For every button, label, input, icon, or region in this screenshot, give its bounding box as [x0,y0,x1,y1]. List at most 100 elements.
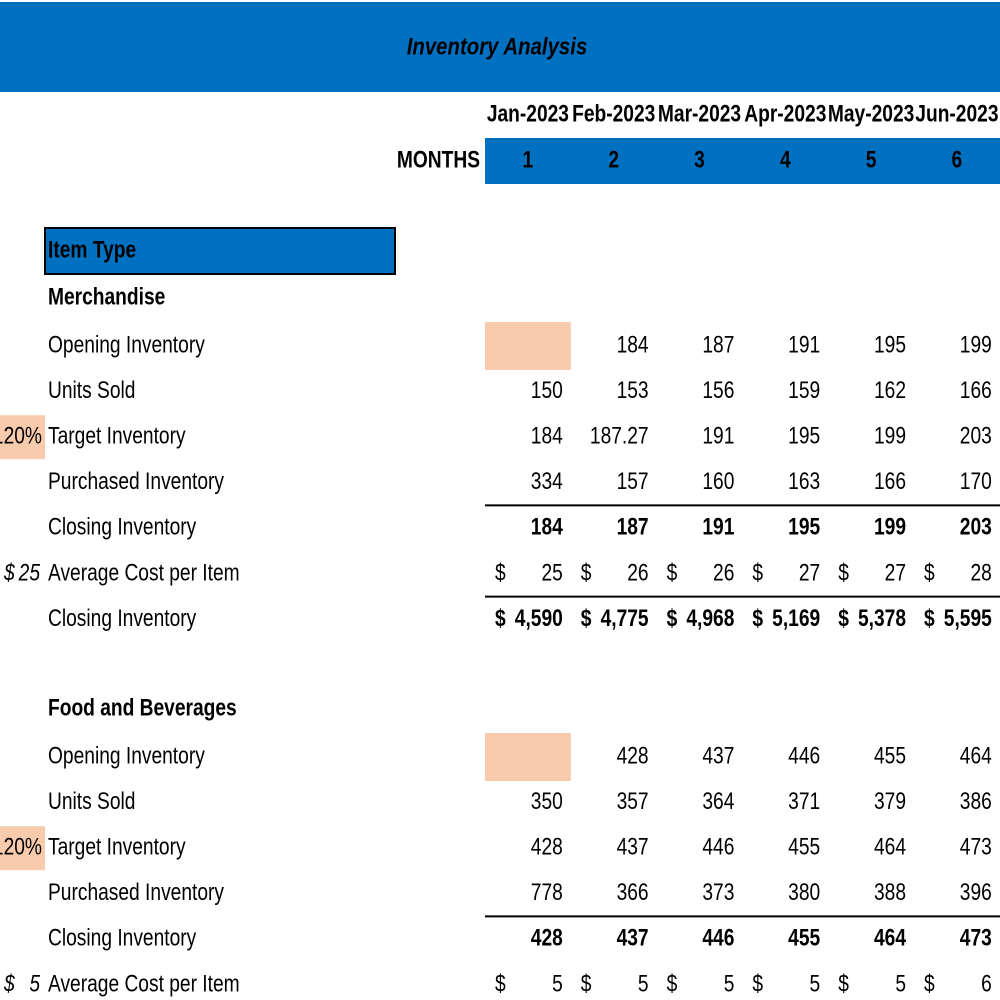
cell-value: 195 [788,421,820,449]
row-label: Units Sold [48,787,135,815]
cell-value: 156 [702,376,734,404]
row-label: Opening Inventory [48,741,205,769]
section-title: Food and Beverages [48,693,237,721]
cell-value: 5,595 [944,604,992,632]
cell-value: 199 [960,330,992,358]
cell-value: 184 [531,513,563,541]
cell-value: 166 [960,376,992,404]
cell-value: 5,169 [772,604,820,632]
cell-value: 334 [531,467,563,495]
side-value: 120% [0,832,42,860]
cell-value: 437 [702,741,734,769]
cell-currency: $ [667,558,678,586]
cell-value: 5 [724,969,735,997]
row-label: Target Inventory [48,832,186,860]
input-cell [0,826,45,871]
cell-value: 203 [960,421,992,449]
cell-currency: $ [924,604,935,632]
cell-value: 5 [895,969,906,997]
month-date: Mar-2023 [658,99,741,127]
row-label: Average Cost per Item [48,969,240,997]
cell-value: 4,590 [515,604,563,632]
row-label: Opening Inventory [48,330,205,358]
month-date: Jun-2023 [915,99,998,127]
cell-value: 388 [874,878,906,906]
cell-value: 428 [617,741,649,769]
row-label: Closing Inventory [48,924,196,952]
cell-value: 464 [874,832,906,860]
input-cell [0,415,45,460]
cell-value: 373 [702,878,734,906]
side-currency: $ [3,558,15,586]
cell-currency: $ [924,558,935,586]
side-currency: $ [3,969,15,997]
cell-value: 25 [541,558,562,586]
cell-value: 437 [617,924,649,952]
cell-value: 187 [617,513,649,541]
side-value: 120% [0,421,42,449]
cell-value: 379 [874,787,906,815]
cell-currency: $ [752,558,763,586]
months-band [485,138,1000,184]
cell-value: 170 [960,467,992,495]
section-title: Merchandise [48,282,165,310]
month-number: 1 [523,145,534,173]
cell-value: 162 [874,376,906,404]
cell-value: 5 [810,969,821,997]
month-number: 3 [694,145,705,173]
cell-value: 153 [617,376,649,404]
cell-value: 455 [788,924,820,952]
cell-value: 203 [960,513,992,541]
cell-currency: $ [667,969,678,997]
month-date: Apr-2023 [744,99,826,127]
cell-value: 157 [617,467,649,495]
month-date: Jan-2023 [487,99,569,127]
cell-value: 27 [799,558,820,586]
cell-currency: $ [924,969,935,997]
row-label: Closing Inventory [48,513,196,541]
cell-value: 187.27 [590,421,649,449]
cell-value: 184 [531,421,563,449]
row-label: Average Cost per Item [48,558,240,586]
cell-value: 428 [531,832,563,860]
cell-value: 199 [874,421,906,449]
month-number: 4 [780,145,791,173]
cell-value: 778 [531,878,563,906]
cell-value: 473 [960,924,992,952]
cell-value: 446 [702,924,734,952]
month-number: 2 [608,145,619,173]
cell-value: 446 [702,832,734,860]
cell-value: 364 [702,787,734,815]
cell-value: 386 [960,787,992,815]
cell-value: 160 [702,467,734,495]
cell-value: 150 [531,376,563,404]
cell-value: 26 [627,558,648,586]
cell-value: 195 [788,513,820,541]
item-type: Item Type [48,235,136,263]
row-label: Purchased Inventory [48,467,224,495]
cell-value: 366 [617,878,649,906]
month-date: May-2023 [828,99,914,127]
cell-value: 159 [788,376,820,404]
cell-currency: $ [752,969,763,997]
cell-value: 371 [788,787,820,815]
cell-value: 357 [617,787,649,815]
cell-value: 455 [874,741,906,769]
cell-value: 5,378 [858,604,906,632]
cell-value: 5 [552,969,563,997]
month-number: 5 [866,145,877,173]
cell-value: 446 [788,741,820,769]
cell-value: 464 [874,924,906,952]
title: Inventory Analysis [407,33,588,60]
row-label: Target Inventory [48,421,186,449]
cell-value: 455 [788,832,820,860]
cell-currency: $ [581,558,592,586]
cell-currency: $ [838,604,849,632]
side-value: 5 [29,969,40,997]
input-cell [485,733,571,781]
cell-value: 437 [617,832,649,860]
row-label: Purchased Inventory [48,878,224,906]
cell-value: 26 [713,558,734,586]
